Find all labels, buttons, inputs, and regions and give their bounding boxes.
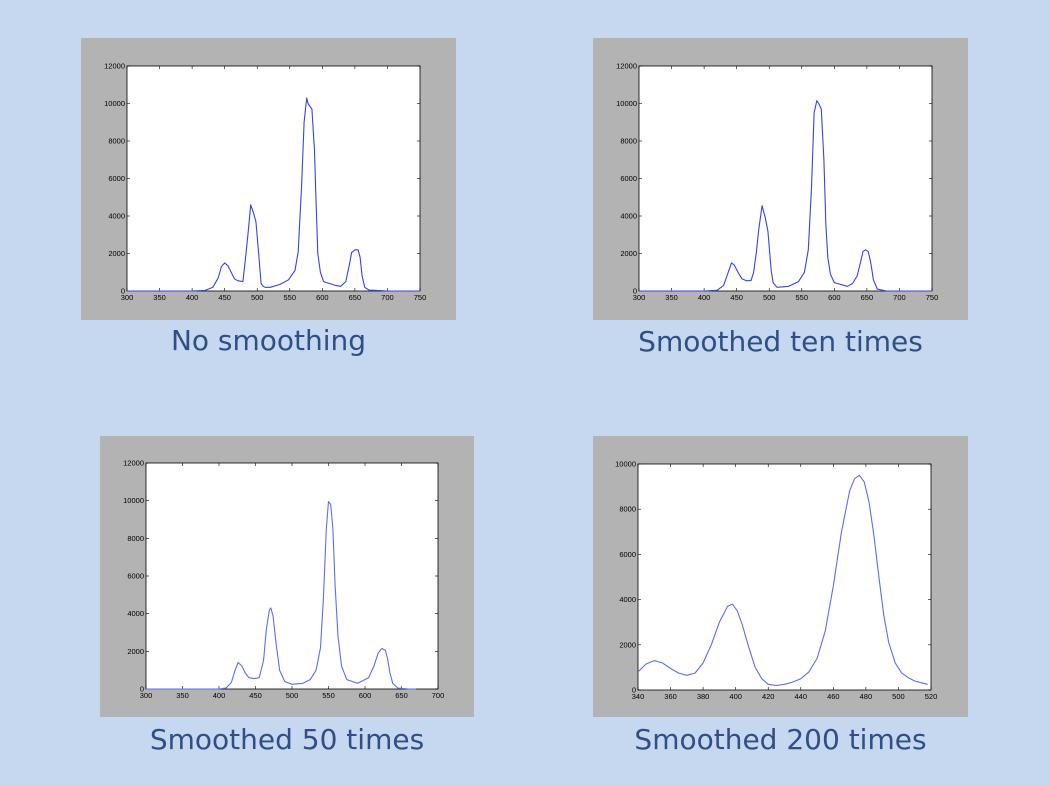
x-tick-label: 300 <box>633 293 646 302</box>
y-tick-label: 0 <box>632 686 636 695</box>
y-tick-label: 12000 <box>616 62 637 71</box>
y-tick-label: 4000 <box>620 212 637 221</box>
y-tick-label: 8000 <box>108 137 125 146</box>
series-line-0 <box>146 501 417 690</box>
y-tick-label: 10000 <box>123 496 144 505</box>
chart-smoothed-ten-times: 300 350 400 450 500 550 600 650 700 750 0 2000 4000 6… <box>616 62 939 303</box>
y-tick-label: 0 <box>121 287 125 296</box>
y-tick-label: 12000 <box>123 459 144 468</box>
series-line-0 <box>127 97 420 292</box>
x-tick-label: 500 <box>763 293 776 302</box>
y-tick-label: 4000 <box>619 595 636 604</box>
x-tick-label: 300 <box>140 691 153 700</box>
y-tick-label: 6000 <box>108 174 125 183</box>
x-tick-label: 300 <box>121 293 134 302</box>
chart-panel-no-smoothing: 300 350 400 450 500 550 600 650 700 750 0 2000 4000 6… <box>81 38 456 320</box>
x-tick-label: 550 <box>322 691 335 700</box>
plot-area <box>126 65 421 292</box>
x-tick-label: 650 <box>395 691 408 700</box>
y-tick-label: 2000 <box>620 249 637 258</box>
y-tick-label: 2000 <box>108 249 125 258</box>
chart-panel-smoothed-200-times: 340 360 380 400 420 440 460 480 500 520 0 2000 4000 6… <box>593 436 968 717</box>
y-tick-label: 6000 <box>620 174 637 183</box>
x-tick-label: 450 <box>730 293 743 302</box>
x-tick-label: 500 <box>251 293 264 302</box>
x-tick-label: 400 <box>698 293 711 302</box>
x-tick-label: 400 <box>213 691 226 700</box>
x-tick-label: 360 <box>664 692 677 701</box>
y-tick-label: 12000 <box>104 62 125 71</box>
x-tick-label: 550 <box>796 293 809 302</box>
y-tick-label: 8000 <box>619 505 636 514</box>
y-tick-label: 10000 <box>616 99 637 108</box>
x-tick-label: 440 <box>795 692 808 701</box>
x-tick-label: 700 <box>432 691 445 700</box>
x-tick-label: 600 <box>359 691 372 700</box>
x-tick-label: 650 <box>861 293 874 302</box>
x-tick-label: 400 <box>729 692 742 701</box>
chart-panel-smoothed-50-times: 300 350 400 450 500 550 600 650 700 0 2000 4000 6000… <box>100 436 474 717</box>
series-line-0 <box>639 100 932 292</box>
x-tick-label: 650 <box>349 293 362 302</box>
x-tick-label: 700 <box>893 293 906 302</box>
x-tick-label: 480 <box>860 692 873 701</box>
y-tick-label: 4000 <box>127 609 144 618</box>
caption-smoothed-ten-times: Smoothed ten times <box>638 325 923 358</box>
y-tick-label: 2000 <box>619 640 636 649</box>
caption-no-smoothing: No smoothing <box>170 324 367 357</box>
x-tick-label: 600 <box>316 293 329 302</box>
x-tick-label: 700 <box>381 293 394 302</box>
x-tick-label: 500 <box>892 692 905 701</box>
y-tick-label: 8000 <box>127 534 144 543</box>
x-tick-label: 420 <box>762 692 775 701</box>
plot-area <box>145 462 439 690</box>
y-tick-label: 8000 <box>620 137 637 146</box>
x-tick-label: 460 <box>827 692 840 701</box>
plot-area <box>638 65 933 292</box>
y-tick-label: 2000 <box>127 647 144 656</box>
x-tick-label: 450 <box>218 293 231 302</box>
caption-smoothed-200-times: Smoothed 200 times <box>634 723 927 756</box>
x-tick-label: 600 <box>828 293 841 302</box>
caption-smoothed-50-times: Smoothed 50 times <box>149 723 425 756</box>
y-tick-label: 10000 <box>104 99 125 108</box>
y-tick-label: 6000 <box>127 572 144 581</box>
series-line-0 <box>637 474 928 687</box>
plot-area <box>637 463 932 691</box>
x-tick-label: 400 <box>186 293 199 302</box>
y-tick-label: 4000 <box>108 212 125 221</box>
x-tick-label: 350 <box>153 293 166 302</box>
x-tick-label: 450 <box>249 691 262 700</box>
x-tick-label: 350 <box>176 691 189 700</box>
y-tick-label: 10000 <box>615 460 636 469</box>
chart-smoothed-200-times: 340 360 380 400 420 440 460 480 500 520 0 2000 4000 6… <box>615 460 938 702</box>
y-tick-label: 0 <box>633 287 637 296</box>
x-tick-label: 550 <box>284 293 297 302</box>
x-tick-label: 500 <box>286 691 299 700</box>
x-tick-label: 380 <box>697 692 710 701</box>
x-tick-label: 750 <box>926 293 939 302</box>
y-tick-label: 0 <box>140 685 144 694</box>
x-tick-label: 520 <box>925 692 938 701</box>
x-tick-label: 340 <box>632 692 645 701</box>
chart-smoothed-50-times: 300 350 400 450 500 550 600 650 700 0 2000 4000 6000… <box>123 459 445 701</box>
x-tick-label: 750 <box>414 293 427 302</box>
x-tick-label: 350 <box>665 293 678 302</box>
chart-no-smoothing: 300 350 400 450 500 550 600 650 700 750 0 2000 4000 6… <box>104 62 427 303</box>
chart-panel-smoothed-ten-times: 300 350 400 450 500 550 600 650 700 750 0 2000 4000 6… <box>593 38 968 320</box>
y-tick-label: 6000 <box>619 550 636 559</box>
